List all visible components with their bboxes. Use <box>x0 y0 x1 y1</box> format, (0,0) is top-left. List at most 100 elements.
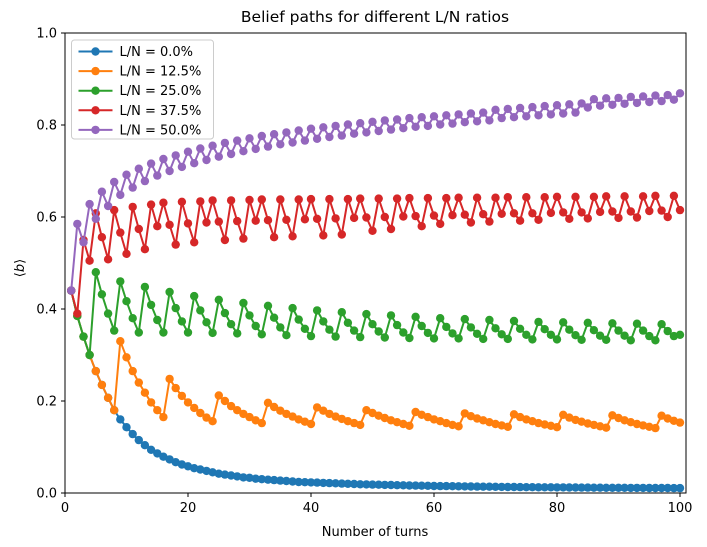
data-point-marker <box>497 482 506 492</box>
data-point-marker <box>110 205 119 215</box>
legend-marker-sample <box>91 47 100 56</box>
data-point-marker <box>349 129 359 138</box>
data-point-marker <box>337 479 346 488</box>
data-point-marker <box>245 195 254 205</box>
data-point-marker <box>669 95 679 104</box>
data-point-marker <box>417 481 426 490</box>
data-point-marker <box>614 93 623 103</box>
data-point-marker <box>663 326 672 336</box>
data-point-marker <box>675 418 685 427</box>
data-point-marker <box>608 207 617 216</box>
legend-marker-sample <box>91 86 100 95</box>
data-point-marker <box>128 183 137 192</box>
data-point-marker <box>405 333 414 343</box>
x-axis-ticks: 0 20 40 60 80 100 <box>61 493 693 516</box>
data-point-marker <box>429 334 439 343</box>
data-point-marker <box>448 482 457 491</box>
data-point-marker <box>171 383 180 393</box>
data-point-marker <box>620 483 629 492</box>
data-point-marker <box>233 329 242 338</box>
data-point-marker <box>177 197 187 206</box>
data-point-marker <box>429 112 439 121</box>
data-point-marker <box>528 483 537 492</box>
data-point-marker <box>214 152 223 161</box>
data-point-marker <box>306 194 316 204</box>
data-point-marker <box>522 112 531 121</box>
data-point-marker <box>85 350 94 360</box>
x-tick-label: 40 <box>303 501 320 516</box>
data-point-marker <box>263 301 273 310</box>
data-point-marker <box>233 136 242 145</box>
x-tick-label: 100 <box>668 501 693 516</box>
data-point-marker <box>134 435 143 445</box>
data-point-marker <box>411 122 420 131</box>
data-point-marker <box>442 193 451 203</box>
data-point-marker <box>85 256 94 265</box>
data-point-marker <box>196 144 205 153</box>
data-point-marker <box>534 483 543 492</box>
data-point-marker <box>374 327 383 336</box>
data-point-marker <box>417 321 426 331</box>
data-point-marker <box>491 193 500 202</box>
data-point-marker <box>202 218 211 227</box>
data-point-marker <box>638 92 648 101</box>
data-point-marker <box>122 249 131 258</box>
data-point-marker <box>620 331 629 340</box>
data-point-marker <box>343 479 353 488</box>
data-point-marker <box>552 192 562 201</box>
data-point-marker <box>651 423 660 433</box>
data-point-marker <box>429 481 439 491</box>
data-point-marker <box>91 366 101 376</box>
data-point-marker <box>552 483 562 492</box>
data-point-marker <box>405 113 414 123</box>
data-point-marker <box>128 429 137 439</box>
data-point-marker <box>140 245 150 254</box>
data-point-marker <box>97 233 107 242</box>
data-point-marker <box>122 353 131 362</box>
data-point-marker <box>571 192 580 201</box>
data-point-marker <box>337 230 346 239</box>
data-point-marker <box>79 238 88 247</box>
data-point-marker <box>325 194 334 204</box>
legend-item: L/N = 0.0% <box>78 45 194 60</box>
data-point-marker <box>423 121 433 131</box>
data-point-marker <box>263 475 273 484</box>
data-point-marker <box>306 419 316 429</box>
data-point-marker <box>522 483 531 492</box>
data-point-marker <box>214 217 223 226</box>
data-point-marker <box>276 476 285 485</box>
data-point-marker <box>657 206 666 215</box>
data-point-marker <box>282 215 291 224</box>
data-point-marker <box>374 194 383 203</box>
data-point-marker <box>651 191 660 200</box>
legend-label: L/N = 0.0% <box>120 45 194 60</box>
data-point-marker <box>552 101 562 110</box>
data-point-marker <box>288 477 297 486</box>
data-point-marker <box>528 209 537 218</box>
data-point-marker <box>565 100 574 109</box>
data-point-marker <box>159 328 168 337</box>
data-point-marker <box>257 475 266 484</box>
data-point-marker <box>122 170 131 179</box>
data-point-marker <box>67 286 76 295</box>
data-point-marker <box>269 233 279 242</box>
data-point-marker <box>103 309 113 318</box>
data-point-marker <box>220 470 230 479</box>
data-point-marker <box>417 222 426 231</box>
data-point-marker <box>306 124 316 133</box>
data-point-marker <box>257 418 266 428</box>
data-point-marker <box>577 208 586 217</box>
data-point-marker <box>116 277 125 286</box>
data-point-marker <box>263 216 273 225</box>
legend-item: L/N = 12.5% <box>78 65 201 80</box>
data-point-marker <box>362 480 371 489</box>
data-point-marker <box>454 334 463 343</box>
data-point-marker <box>645 483 654 493</box>
y-axis-ticks: 0.0 0.2 0.4 0.6 0.8 1.0 <box>36 27 65 502</box>
data-point-marker <box>657 96 666 106</box>
data-point-marker <box>331 332 340 341</box>
data-point-marker <box>337 131 346 140</box>
data-point-marker <box>466 323 476 332</box>
data-point-marker <box>165 287 174 297</box>
data-point-marker <box>122 423 131 432</box>
